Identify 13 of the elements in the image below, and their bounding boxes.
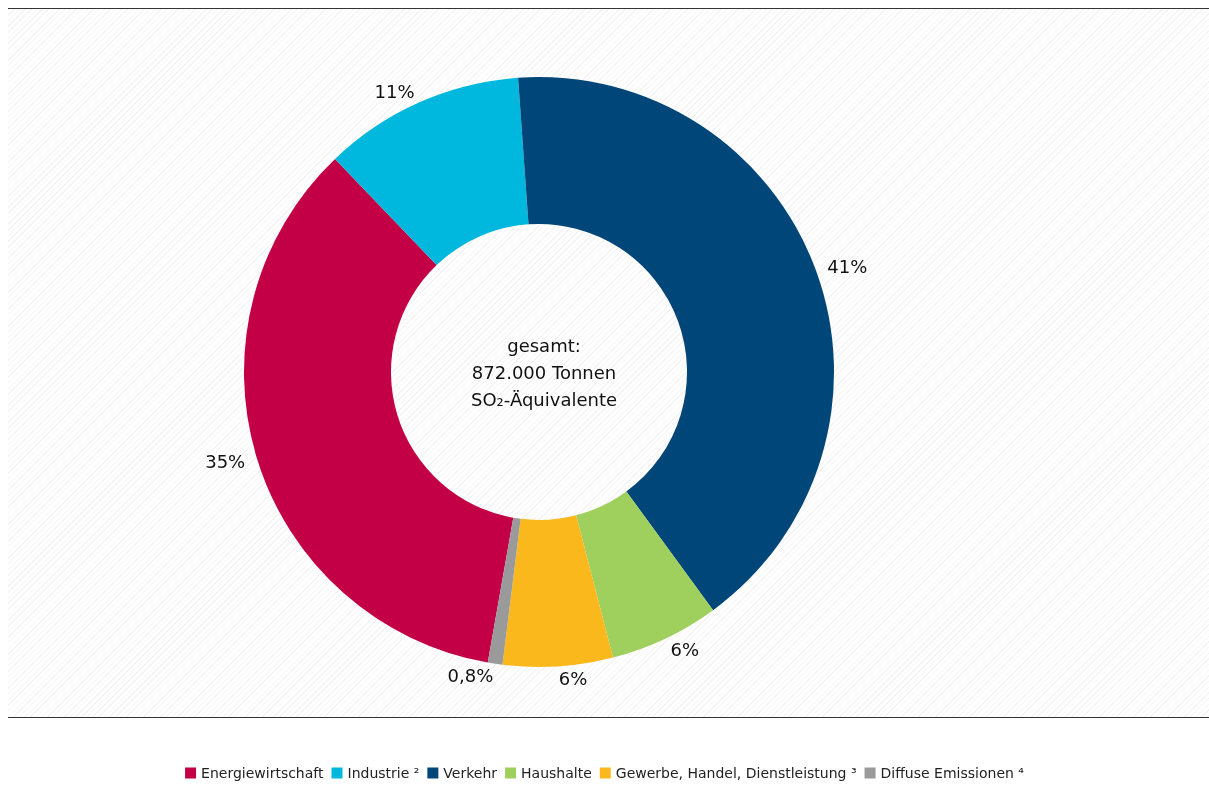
data-label: 6% — [558, 667, 588, 689]
legend-label: Gewerbe, Handel, Dienstleistung ³ — [615, 765, 857, 781]
text: gesamt: 872.000 Tonnen SO₂-Äquivalente — [470, 335, 618, 410]
legend-label: Diffuse Emissionen ⁴ — [880, 765, 1025, 781]
data-label: 35% — [205, 450, 246, 472]
legend-label: Haushalte — [521, 765, 592, 781]
data-label: 0,8% — [447, 665, 494, 687]
data-label: 41% — [827, 255, 868, 277]
legend-label: Verkehr — [443, 765, 498, 781]
legend-label: Industrie ² — [347, 765, 420, 781]
data-label: 11% — [374, 80, 415, 102]
legend-label: Energiewirtschaft — [201, 765, 325, 781]
data-label: 6% — [670, 638, 700, 660]
